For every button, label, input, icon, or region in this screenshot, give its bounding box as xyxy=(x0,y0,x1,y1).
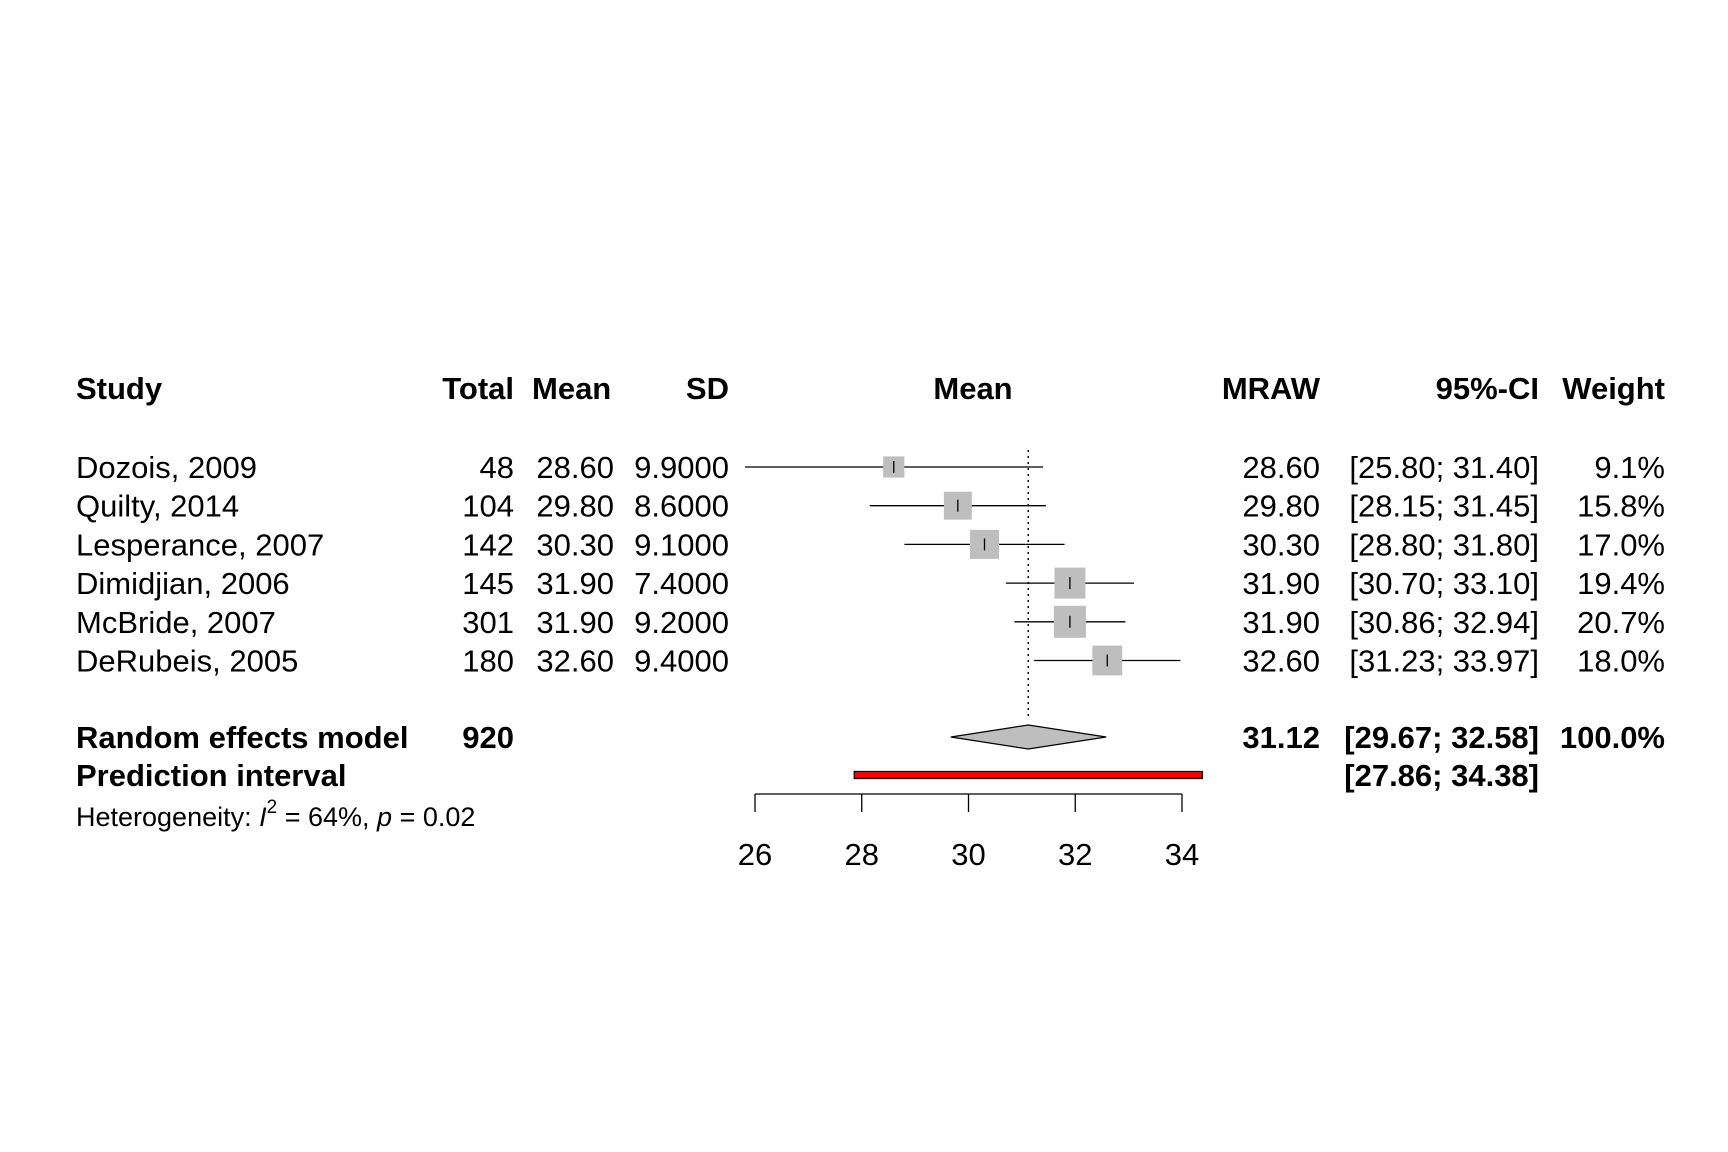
study-ci: [28.80; 31.80] xyxy=(1349,527,1539,562)
header-ci: 95%-CI xyxy=(1436,371,1539,406)
study-total: 48 xyxy=(480,450,514,485)
random-effects-weight: 100.0% xyxy=(1560,720,1665,755)
prediction-interval-row: Prediction interval [27.86; 34.38] xyxy=(76,758,1539,793)
study-mraw: 32.60 xyxy=(1242,644,1320,679)
study-sd: 7.4000 xyxy=(634,566,729,601)
study-weight: 18.0% xyxy=(1577,644,1665,679)
study-name: McBride, 2007 xyxy=(76,605,276,640)
study-weight: 15.8% xyxy=(1577,489,1665,524)
header-study: Study xyxy=(76,371,163,406)
heterogeneity-superscript: 2 xyxy=(267,797,278,818)
study-name: Dimidjian, 2006 xyxy=(76,566,290,601)
study-total: 180 xyxy=(462,644,514,679)
heterogeneity-p-symbol: p xyxy=(376,802,392,832)
prediction-interval-label: Prediction interval xyxy=(76,758,346,793)
study-row: Lesperance, 2007 142 30.30 9.1000 30.30 [28.8… xyxy=(76,527,1665,562)
pooled-diamond xyxy=(950,724,1107,750)
random-effects-row: Random effects model 920 31.12 [29.67; 3… xyxy=(76,720,1665,755)
study-mraw: 29.80 xyxy=(1242,489,1320,524)
x-tick-label: 34 xyxy=(1165,837,1199,872)
study-name: Quilty, 2014 xyxy=(76,489,239,524)
study-weight: 17.0% xyxy=(1577,527,1665,562)
header-row: Study Total Mean SD Mean MRAW 95%-CI Wei… xyxy=(76,371,1665,406)
study-ci: [30.70; 33.10] xyxy=(1349,566,1539,601)
x-axis: 26 28 30 32 34 xyxy=(738,793,1199,872)
study-mean: 31.90 xyxy=(536,566,614,601)
study-row: DeRubeis, 2005 180 32.60 9.4000 32.60 [31.23;… xyxy=(76,644,1665,679)
heterogeneity-p-value: = 0.02 xyxy=(392,802,475,832)
study-total: 104 xyxy=(462,489,514,524)
study-sd: 9.9000 xyxy=(634,450,729,485)
study-mean: 28.60 xyxy=(536,450,614,485)
study-mraw: 31.90 xyxy=(1242,605,1320,640)
study-weight: 19.4% xyxy=(1577,566,1665,601)
study-mean: 29.80 xyxy=(536,489,614,524)
study-sd: 9.4000 xyxy=(634,644,729,679)
study-sd: 8.6000 xyxy=(634,489,729,524)
random-effects-label: Random effects model xyxy=(76,720,408,755)
x-tick-label: 28 xyxy=(845,837,879,872)
study-ci: [25.80; 31.40] xyxy=(1349,450,1539,485)
study-total: 142 xyxy=(462,527,514,562)
x-tick-label: 30 xyxy=(951,837,985,872)
study-name: DeRubeis, 2005 xyxy=(76,644,298,679)
random-effects-total: 920 xyxy=(462,720,514,755)
study-row: McBride, 2007 301 31.90 9.2000 31.90 [30.86; … xyxy=(76,605,1665,640)
heterogeneity-i-symbol: I xyxy=(259,802,267,832)
study-total: 301 xyxy=(462,605,514,640)
study-ci: [31.23; 33.97] xyxy=(1349,644,1539,679)
random-effects-ci: [29.67; 32.58] xyxy=(1344,720,1539,755)
study-mraw: 31.90 xyxy=(1242,566,1320,601)
study-mraw: 30.30 xyxy=(1242,527,1320,562)
study-mraw: 28.60 xyxy=(1242,450,1320,485)
study-rows: Dozois, 2009 48 28.60 9.9000 28.60 [25.80; 31… xyxy=(76,450,1665,679)
study-weight: 20.7% xyxy=(1577,605,1665,640)
x-tick-label: 32 xyxy=(1058,837,1092,872)
study-sd: 9.2000 xyxy=(634,605,729,640)
study-row: Dozois, 2009 48 28.60 9.9000 28.60 [25.80; 31… xyxy=(76,450,1665,485)
random-effects-mraw: 31.12 xyxy=(1242,720,1320,755)
header-plot-mean: Mean xyxy=(933,371,1012,406)
plot-area xyxy=(745,450,1203,780)
study-mean: 32.60 xyxy=(536,644,614,679)
header-weight: Weight xyxy=(1562,371,1665,406)
study-row: Dimidjian, 2006 145 31.90 7.4000 31.90 [30.70… xyxy=(76,566,1665,601)
header-sd: SD xyxy=(686,371,729,406)
heterogeneity-prefix: Heterogeneity: xyxy=(76,802,259,832)
header-total: Total xyxy=(442,371,514,406)
x-tick-label: 26 xyxy=(738,837,772,872)
study-total: 145 xyxy=(462,566,514,601)
study-name: Lesperance, 2007 xyxy=(76,527,324,562)
study-mean: 30.30 xyxy=(536,527,614,562)
study-weight: 9.1% xyxy=(1594,450,1665,485)
study-mean: 31.90 xyxy=(536,605,614,640)
study-sd: 9.1000 xyxy=(634,527,729,562)
study-ci: [30.86; 32.94] xyxy=(1349,605,1539,640)
study-ci: [28.15; 31.45] xyxy=(1349,489,1539,524)
prediction-interval-ci: [27.86; 34.38] xyxy=(1344,758,1539,793)
heterogeneity-text: Heterogeneity: I2 = 64%, p = 0.02 xyxy=(76,797,475,832)
study-name: Dozois, 2009 xyxy=(76,450,257,485)
heterogeneity-i2-value: = 64%, xyxy=(277,802,377,832)
prediction-interval-bar xyxy=(853,770,1203,780)
header-mean: Mean xyxy=(532,371,611,406)
study-row: Quilty, 2014 104 29.80 8.6000 29.80 [28.15; 3… xyxy=(76,489,1665,524)
header-mraw: MRAW xyxy=(1222,371,1321,406)
